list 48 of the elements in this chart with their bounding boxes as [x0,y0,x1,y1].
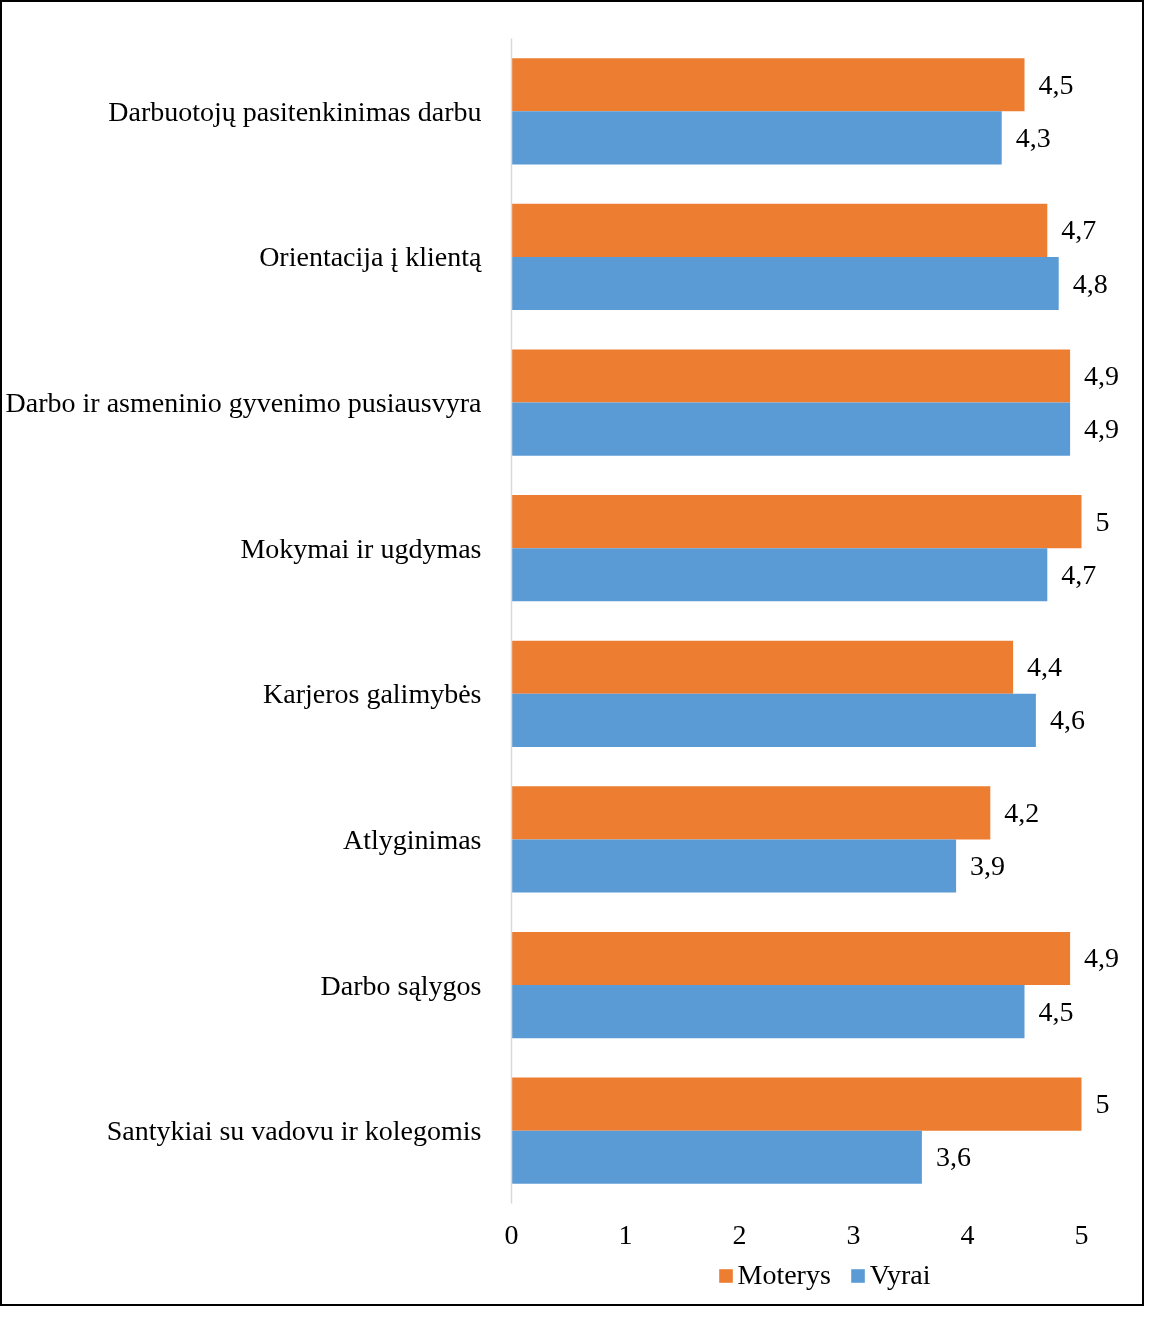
legend-label: Vyrai [869,1259,931,1291]
y-tick-label: Atlyginimas [343,823,482,855]
data-label: 4,9 [1084,942,1120,974]
bar [511,640,1014,694]
bar [511,495,1082,549]
data-label: 4,3 [1015,121,1051,153]
y-tick-label: Darbo sąlygos [320,969,482,1001]
bar [511,402,1071,456]
x-tick-label: 1 [618,1218,633,1250]
bar [511,1077,1082,1131]
bar [511,931,1071,986]
bar [511,58,1025,112]
bar [511,111,1002,165]
bar [511,349,1071,403]
bar [511,203,1048,257]
y-tick-label: Darbo ir asmeninio gyvenimo pusiausvyra [5,387,483,419]
y-tick-label: Karjeros galimybės [263,678,482,710]
data-label: 4,2 [1004,796,1040,828]
data-label: 4,9 [1084,413,1120,445]
data-label: 3,6 [935,1141,971,1173]
bar [511,1130,922,1184]
data-label: 5 [1095,505,1110,537]
data-label: 4,7 [1061,558,1097,590]
y-tick-label: Santykiai su vadovu ir kolegomis [106,1115,482,1147]
bar [511,693,1036,747]
bar [511,786,991,840]
legend-label: Moterys [737,1259,831,1291]
data-label: 3,9 [970,850,1006,882]
data-label: 4,7 [1061,214,1097,246]
x-tick-label: 3 [846,1218,861,1250]
x-tick-label: 4 [960,1218,975,1250]
bar [511,985,1025,1039]
bar [511,256,1059,311]
data-label: 4,9 [1084,359,1120,391]
x-tick-label: 5 [1074,1218,1089,1250]
data-label: 4,4 [1027,651,1063,683]
x-tick-label: 2 [732,1218,747,1250]
x-tick-label: 0 [504,1218,519,1250]
y-tick-label: Mokymai ir ugdymas [240,532,482,564]
bar [511,839,957,893]
bar [511,548,1048,602]
y-tick-label: Orientacija į klientą [259,241,483,273]
data-label: 4,6 [1049,704,1085,736]
data-label: 4,5 [1038,995,1074,1027]
data-label: 5 [1095,1088,1110,1120]
data-label: 4,5 [1038,68,1074,100]
data-label: 4,8 [1072,267,1108,299]
y-tick-label: Darbuotojų pasitenkinimas darbu [108,95,482,127]
